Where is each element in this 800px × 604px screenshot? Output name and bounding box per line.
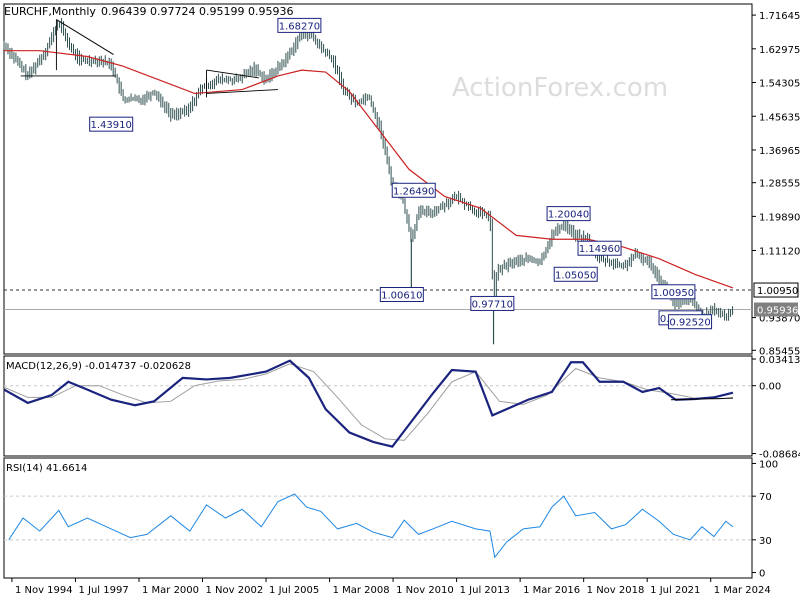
x-tick-label: 1 Nov 2002 <box>206 585 264 596</box>
price-bars <box>3 18 734 345</box>
x-tick-label: 1 Mar 2024 <box>714 585 771 596</box>
price-annotation-box <box>470 295 515 311</box>
price-tick-label: 1.45635 <box>759 112 800 123</box>
price-annotation: 1.00610 <box>381 291 422 302</box>
price-annotation-box <box>546 206 591 222</box>
price-annotation: 1.26490 <box>393 186 434 197</box>
price-tick-label: 0.85455 <box>759 346 800 357</box>
price-annotation: 0.92520 <box>669 318 710 329</box>
price-panel <box>3 18 752 345</box>
price-annotation: 1.05050 <box>555 270 596 281</box>
pattern-trendline <box>206 69 259 79</box>
chart-header: EURCHF,Monthly <box>4 5 96 18</box>
pattern-trendline <box>206 89 278 94</box>
x-tick-label: 1 Jul 2013 <box>460 585 510 596</box>
macd-tick-label: -0.086849 <box>759 450 800 461</box>
panel-frames <box>3 3 753 579</box>
macd-line <box>3 359 734 448</box>
price-annotation-box <box>379 287 424 302</box>
price-annotation-box <box>668 314 713 330</box>
price-annotation-box <box>391 182 436 198</box>
price-tick-label: 1.28555 <box>759 179 800 190</box>
rsi-tick-label: 30 <box>759 536 772 547</box>
price-annotation: 1.00950 <box>653 288 694 299</box>
price-annotation-box <box>651 284 696 300</box>
x-tick-label: 1 Nov 1994 <box>15 585 73 596</box>
macd-trendline <box>670 397 733 401</box>
price-tick-label: 1.11120 <box>759 246 800 257</box>
macd-tick-label: 0.00 <box>759 382 781 393</box>
macd-panel <box>3 359 734 448</box>
price-annotation-box <box>553 266 598 282</box>
rsi-panel <box>8 493 734 559</box>
rsi-label: RSI(14) 41.6614 <box>6 463 87 474</box>
price-annotation: 1.14960 <box>579 244 620 255</box>
chart-header-ohlc: 0.96439 0.97724 0.95199 0.95936 <box>101 5 293 18</box>
x-tick-label: 1 Mar 2000 <box>142 585 199 596</box>
reference-level-label: 1.00950 <box>757 286 798 297</box>
price-annotation-box <box>577 240 622 256</box>
x-tick-label: 1 Jul 1997 <box>78 585 128 596</box>
x-tick-label: 1 Jul 2005 <box>269 585 319 596</box>
x-tick-label: 1 Jul 2021 <box>650 585 700 596</box>
current-price-box <box>754 302 798 317</box>
current-price-label: 0.95936 <box>757 306 798 317</box>
price-annotation-box <box>277 17 322 33</box>
grid-lines <box>4 385 752 541</box>
price-tick-label: 1.36965 <box>759 146 800 157</box>
rsi-frame <box>3 457 753 579</box>
x-tick-label: 1 Nov 2018 <box>587 585 645 596</box>
x-tick-label: 1 Mar 2016 <box>523 585 580 596</box>
rsi-tick-label: 100 <box>759 459 778 470</box>
price-tick-label: 1.71645 <box>759 11 800 22</box>
x-tick-label: 1 Nov 2010 <box>396 585 454 596</box>
macd-signal-line <box>3 363 733 441</box>
price-tick-label: 1.62975 <box>759 45 800 56</box>
macd-tick-label: 0.034137 <box>759 355 800 366</box>
price-annotation: 1.68270 <box>279 21 320 32</box>
rsi-tick-label: 0 <box>759 569 765 580</box>
rsi-tick-label: 70 <box>759 492 772 503</box>
watermark: ActionForex.com <box>452 73 668 103</box>
price-annotation: 1.20040 <box>548 210 589 221</box>
price-tick-label: 1.54305 <box>759 79 800 90</box>
axes: 1.71645 1.62975 1.54305 1.45635 1.36965 1.285… <box>11 11 800 596</box>
x-tick-label: 1 Mar 2008 <box>333 585 390 596</box>
macd-label: MACD(12,26,9) -0.014737 -0.020628 <box>6 361 191 372</box>
pattern-trendline <box>56 19 114 55</box>
price-annotation: 0.97710 <box>472 299 513 310</box>
reference-level-box <box>753 282 799 298</box>
price-frame <box>3 3 753 355</box>
macd-frame <box>3 355 753 457</box>
price-labels: 1.68270 1.43910 1.26490 1.00610 0.97710 1.200… <box>89 17 713 330</box>
price-annotation-box <box>89 116 134 132</box>
rsi-line <box>8 493 734 559</box>
price-tick-label: 1.19890 <box>759 212 800 223</box>
price-annotation: 1.43910 <box>91 120 132 131</box>
price-tick-label: 0.93870 <box>759 314 800 325</box>
